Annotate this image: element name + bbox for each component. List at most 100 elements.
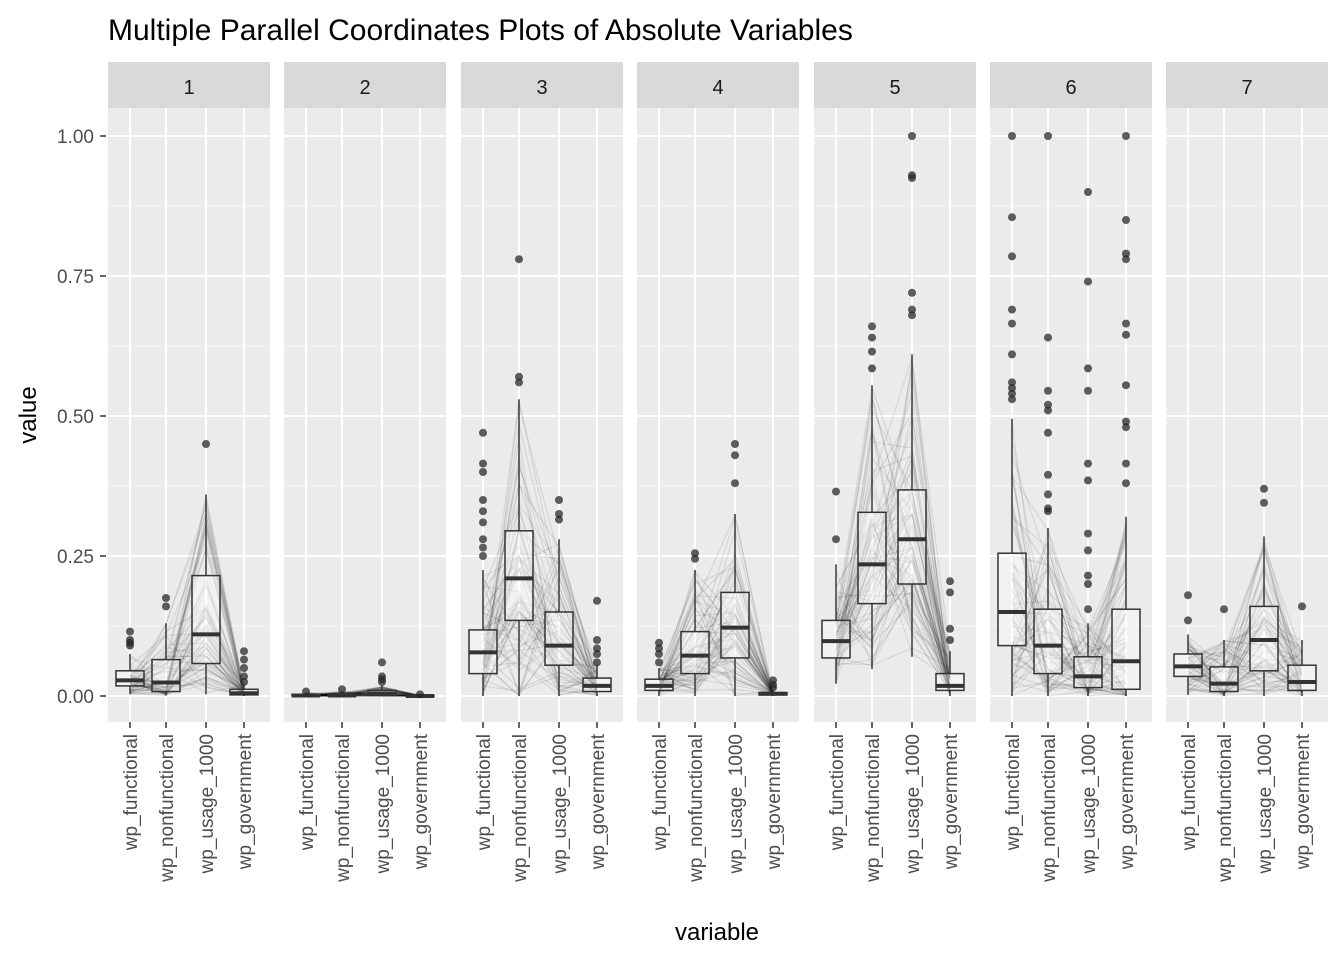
outlier-point <box>555 496 563 504</box>
facet-strip-label: 5 <box>889 77 900 99</box>
x-tick-label: wp_government <box>588 733 609 870</box>
x-tick-label: wp_nonfunctional <box>863 734 884 883</box>
outlier-point <box>946 588 954 596</box>
x-tick-label: wp_nonfunctional <box>157 734 178 883</box>
x-tick-label: wp_nonfunctional <box>510 734 531 883</box>
box <box>998 553 1026 645</box>
x-tick-label: wp_functional <box>1003 734 1024 851</box>
x-tick-label: wp_functional <box>297 734 318 851</box>
outlier-point <box>1122 418 1130 426</box>
outlier-point <box>1220 605 1228 613</box>
outlier-point <box>1084 530 1092 538</box>
outlier-point <box>479 468 487 476</box>
outlier-point <box>908 171 916 179</box>
box <box>898 490 926 584</box>
outlier-point <box>240 647 248 655</box>
outlier-point <box>1260 499 1268 507</box>
outlier-point <box>378 658 386 666</box>
outlier-point <box>946 636 954 644</box>
x-tick-label: wp_government <box>1293 733 1314 870</box>
y-axis-title: value <box>15 386 42 443</box>
outlier-point <box>1084 476 1092 484</box>
outlier-point <box>868 348 876 356</box>
x-tick-label: wp_functional <box>650 734 671 851</box>
outlier-point <box>479 496 487 504</box>
x-axis-title: variable <box>675 919 759 946</box>
outlier-point <box>1122 381 1130 389</box>
facet-strip-label: 3 <box>536 77 547 99</box>
outlier-point <box>1044 490 1052 498</box>
outlier-point <box>832 535 840 543</box>
outlier-point <box>908 132 916 140</box>
outlier-point <box>908 306 916 314</box>
chart-title: Multiple Parallel Coordinates Plots of A… <box>108 14 853 47</box>
outlier-point <box>479 429 487 437</box>
outlier-point <box>515 373 523 381</box>
facet-panels: 1 wp_functional wp_nonfunctional wp_usage_1… <box>108 62 1328 883</box>
facet-panel-7: 7wp_functional wp_nonfunctional wp_usage_1… <box>1166 62 1328 883</box>
outlier-point <box>731 440 739 448</box>
outlier-point <box>1008 350 1016 358</box>
outlier-point <box>240 656 248 664</box>
box <box>545 612 573 665</box>
x-tick-label: wp_usage_1000 <box>373 734 394 874</box>
facet-strip-label: 1 <box>183 77 194 99</box>
outlier-point <box>378 672 386 680</box>
box <box>505 531 533 621</box>
y-tick-label: 0.50 <box>57 407 94 428</box>
box <box>721 592 749 658</box>
outlier-point <box>555 510 563 518</box>
outlier-point <box>162 594 170 602</box>
x-tick-label: wp_government <box>411 733 432 870</box>
outlier-point <box>1044 132 1052 140</box>
outlier-point <box>416 690 424 698</box>
outlier-point <box>338 685 346 693</box>
outlier-point <box>1084 460 1092 468</box>
outlier-point <box>1044 429 1052 437</box>
outlier-point <box>655 639 663 647</box>
outlier-point <box>868 364 876 372</box>
outlier-point <box>946 625 954 633</box>
box <box>152 660 180 692</box>
outlier-point <box>1084 387 1092 395</box>
outlier-point <box>1260 485 1268 493</box>
outlier-point <box>1044 334 1052 342</box>
y-tick-label: 0.75 <box>57 267 94 288</box>
outlier-point <box>479 552 487 560</box>
outlier-point <box>1084 580 1092 588</box>
x-tick-label: wp_nonfunctional <box>1039 734 1060 883</box>
outlier-point <box>593 644 601 652</box>
outlier-point <box>479 507 487 515</box>
y-tick-label: 0.00 <box>57 687 94 708</box>
box <box>192 576 220 664</box>
outlier-point <box>655 658 663 666</box>
outlier-point <box>302 688 310 696</box>
x-tick-label: wp_functional <box>827 734 848 851</box>
outlier-point <box>1044 387 1052 395</box>
facet-panel-6: 6wp_functional wp_nonfunctional wp_usage_1… <box>990 62 1152 883</box>
box <box>1288 665 1316 690</box>
box <box>1034 609 1062 673</box>
x-tick-label: wp_usage_1000 <box>550 734 571 874</box>
x-tick-label: wp_government <box>941 733 962 870</box>
outlier-point <box>126 636 134 644</box>
outlier-point <box>1122 132 1130 140</box>
outlier-point <box>1008 132 1016 140</box>
outlier-point <box>479 460 487 468</box>
outlier-point <box>1122 250 1130 258</box>
x-tick-label: wp_usage_1000 <box>197 734 218 874</box>
x-tick-label: wp_usage_1000 <box>1255 734 1276 874</box>
outlier-point <box>126 628 134 636</box>
outlier-point <box>731 479 739 487</box>
outlier-point <box>162 602 170 610</box>
outlier-point <box>1084 572 1092 580</box>
outlier-point <box>479 544 487 552</box>
x-tick-label: wp_functional <box>474 734 495 851</box>
facet-strip-label: 6 <box>1065 77 1076 99</box>
facet-strip-label: 7 <box>1241 77 1252 99</box>
outlier-point <box>1008 378 1016 386</box>
facet-panel-1: 1 wp_functional wp_nonfunctional wp_usage_1… <box>108 62 270 883</box>
outlier-point <box>240 664 248 672</box>
outlier-point <box>1298 602 1306 610</box>
y-tick-label: 0.25 <box>57 547 94 568</box>
